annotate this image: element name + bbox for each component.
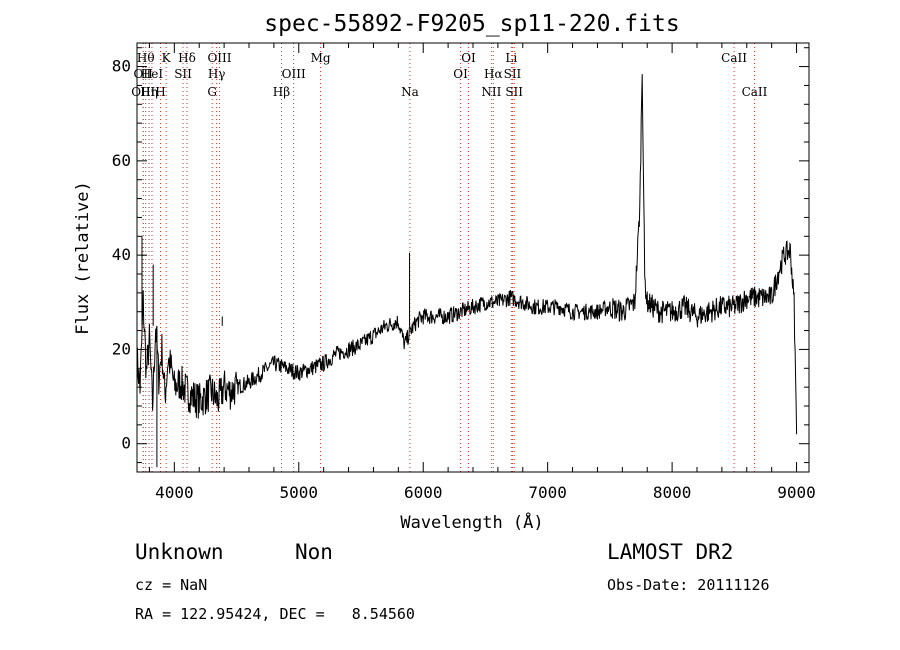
line-label: SII	[174, 67, 192, 81]
line-label: OII	[134, 67, 154, 81]
line-label: CaII	[721, 51, 747, 65]
line-label: Hγ	[208, 67, 226, 81]
line-label: HeI	[141, 67, 164, 81]
line-label: SII	[505, 85, 523, 99]
line-label: K	[162, 51, 172, 65]
line-label: G	[207, 85, 217, 99]
survey-name: LAMOST DR2	[607, 540, 734, 564]
line-label: H	[155, 85, 165, 99]
line-label: Hα	[484, 67, 503, 81]
x-axis-label: Wavelength (Å)	[400, 511, 543, 533]
spectrum-series	[136, 74, 798, 468]
x-tick-label: 8000	[653, 483, 692, 502]
obs-date: Obs-Date: 20111126	[607, 576, 770, 594]
line-label: NII	[481, 85, 501, 99]
emission-line-labels: OIIHθOIIIHηHeIHKSIIHδGHγOIIIHβOIIIMgNaOI…	[131, 51, 767, 99]
line-label: Hη	[140, 85, 158, 99]
object-class: Unknown	[135, 540, 224, 564]
line-label: Hθ	[137, 51, 155, 65]
y-tick-label: 60	[112, 151, 131, 170]
line-label: Li	[505, 51, 517, 65]
y-tick-label: 40	[112, 245, 131, 264]
line-label: Na	[401, 85, 419, 99]
emission-line-markers	[142, 43, 755, 472]
x-tick-label: 4000	[155, 483, 194, 502]
line-label: OI	[453, 67, 468, 81]
redshift-cz: cz = NaN	[135, 576, 208, 594]
line-label: OI	[461, 51, 476, 65]
axis-ticks	[137, 43, 809, 472]
x-tick-label: 6000	[404, 483, 443, 502]
chart-title: spec-55892-F9205_sp11-220.fits	[264, 11, 679, 37]
spectrum-line	[136, 74, 798, 435]
line-label: CaII	[742, 85, 768, 99]
object-subclass: Non	[295, 540, 333, 564]
x-tick-label: 7000	[528, 483, 567, 502]
line-label: Hβ	[273, 85, 290, 99]
tick-labels: 4000 5000 6000 7000 8000 9000 0 20 40 60 80	[112, 57, 816, 502]
line-label: Hδ	[178, 51, 196, 65]
plot-frame	[136, 42, 810, 473]
x-tick-label: 5000	[280, 483, 319, 502]
line-label: OIII	[207, 51, 231, 65]
line-label: SII	[504, 67, 522, 81]
y-tick-label: 0	[121, 434, 131, 453]
y-tick-label: 20	[112, 339, 131, 358]
y-tick-label: 80	[112, 57, 131, 76]
line-label: OIII	[282, 67, 306, 81]
coordinates: RA = 122.95424, DEC = 8.54560	[135, 605, 415, 623]
y-axis-label: Flux (relative)	[73, 181, 93, 335]
x-tick-label: 9000	[777, 483, 816, 502]
line-label: Mg	[311, 51, 331, 65]
